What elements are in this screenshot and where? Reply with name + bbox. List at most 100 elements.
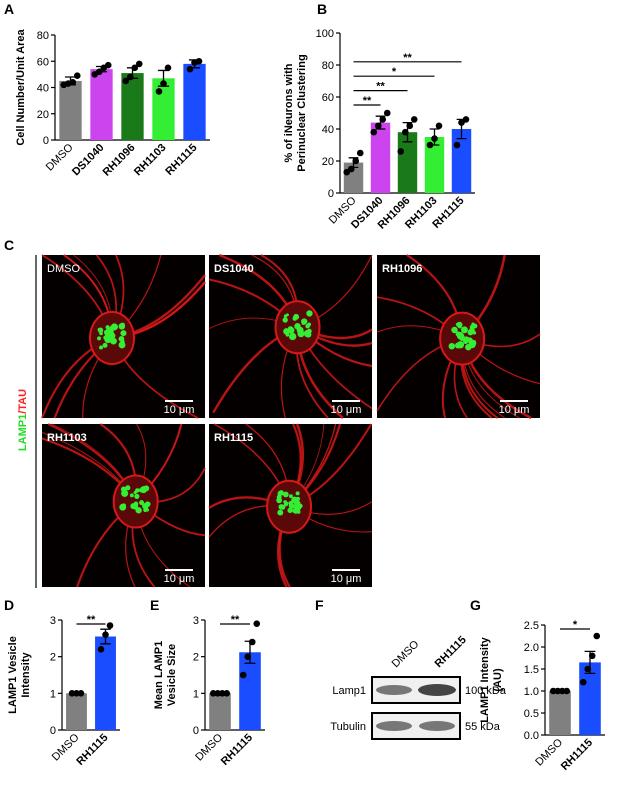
data-point	[195, 57, 203, 65]
y-tick-label: 2.5	[524, 620, 539, 632]
lamp1-puncta	[451, 326, 458, 334]
scale-bar-label: 10 μm	[164, 404, 195, 416]
y-axis-label: LAMP1 Intensity	[479, 636, 491, 722]
lane-label: DMSO	[390, 638, 422, 670]
bar	[59, 80, 82, 140]
lamp1-puncta	[143, 507, 148, 513]
bar	[549, 691, 571, 735]
bar	[424, 137, 445, 193]
data-point	[397, 148, 405, 155]
data-point	[239, 671, 247, 679]
lamp1-puncta	[110, 323, 118, 331]
data-point	[244, 653, 252, 660]
lamp1-puncta	[458, 331, 463, 336]
band	[376, 685, 412, 695]
x-tick-label: RH1115	[219, 732, 255, 768]
data-point	[588, 652, 596, 660]
significance-label: *	[573, 619, 578, 631]
lamp1-puncta	[306, 310, 313, 317]
lamp1-puncta	[104, 329, 111, 337]
y-tick-label: 80	[37, 30, 49, 42]
micrograph-label: RH1103	[47, 432, 87, 444]
data-point	[406, 122, 414, 130]
data-point	[563, 687, 571, 695]
y-tick-label: 100	[316, 28, 334, 40]
soma	[112, 474, 159, 529]
data-point	[248, 638, 256, 646]
y-tick-label: 0	[193, 725, 199, 737]
y-tick-label: 0	[328, 188, 334, 200]
y-tick-label: 0.5	[524, 708, 539, 720]
micrograph-label: RH1115	[214, 432, 253, 444]
y-axis-label: LAMP1 Vesicle	[7, 636, 19, 714]
stain-lamp1: LAMP1	[17, 414, 29, 451]
significance-label: **	[231, 614, 240, 626]
scale-bar-label: 10 μm	[164, 573, 195, 585]
data-point	[95, 68, 103, 76]
lamp1-puncta	[467, 329, 474, 336]
bar	[90, 69, 113, 140]
data-point	[410, 116, 418, 123]
y-tick-label: 1.0	[524, 686, 539, 698]
lamp1-puncta	[99, 331, 103, 336]
lamp1-puncta	[137, 488, 141, 492]
lamp1-puncta	[124, 487, 128, 491]
lamp1-puncta	[462, 338, 469, 344]
data-point	[106, 622, 114, 629]
lamp1-puncta	[118, 322, 126, 330]
data-point	[370, 128, 378, 136]
lamp1-puncta	[293, 313, 300, 320]
data-point	[126, 73, 134, 81]
data-point	[253, 620, 261, 627]
y-tick-label: 0	[43, 135, 49, 147]
bar	[66, 693, 87, 730]
lamp1-puncta	[293, 508, 299, 514]
bar	[152, 78, 175, 140]
y-axis-label: Cell Number/Unit Area	[15, 28, 27, 145]
lamp1-puncta	[144, 501, 151, 507]
panel-letter: C	[4, 237, 14, 253]
lamp1-puncta	[456, 321, 463, 328]
lamp1-puncta	[295, 491, 300, 496]
lamp1-puncta	[283, 328, 290, 335]
y-tick-label: 2.0	[524, 642, 539, 654]
panel-letter: D	[4, 597, 14, 613]
lamp1-puncta	[288, 332, 297, 341]
data-point	[164, 64, 172, 72]
y-tick-label: 20	[37, 109, 49, 121]
lamp1-puncta	[99, 345, 104, 350]
lamp1-puncta	[97, 327, 101, 332]
data-point	[160, 80, 167, 87]
lamp1-puncta	[278, 504, 285, 510]
lamp1-puncta	[120, 330, 127, 337]
y-tick-label: 3	[50, 615, 56, 627]
band	[418, 684, 456, 696]
data-point	[374, 122, 382, 130]
data-point	[356, 149, 364, 157]
x-tick-label: RH1103	[132, 142, 169, 179]
y-axis-label: % of iNeurons with	[283, 63, 295, 162]
lamp1-puncta	[296, 326, 304, 334]
y-tick-label: 1.5	[524, 664, 539, 676]
lamp1-puncta	[109, 332, 116, 339]
panel-letter: B	[317, 1, 327, 17]
lamp1-puncta	[133, 501, 139, 507]
y-tick-label: 0	[50, 725, 56, 737]
data-point	[584, 665, 592, 673]
bar	[370, 122, 391, 193]
x-tick-label: RH1096	[101, 142, 138, 179]
row-label: Tubulin	[330, 721, 366, 733]
lamp1-puncta	[307, 322, 312, 327]
significance-label: *	[392, 66, 397, 78]
stain-tau: /TAU	[17, 389, 29, 414]
row-label: Lamp1	[332, 685, 366, 697]
data-point	[453, 141, 461, 149]
data-point	[131, 64, 139, 72]
y-tick-label: 2	[193, 652, 199, 664]
lamp1-puncta	[102, 342, 108, 348]
bar	[121, 73, 144, 140]
micrograph-label: DS1040	[214, 263, 254, 275]
scale-bar-label: 10 μm	[331, 404, 362, 416]
lamp1-puncta	[110, 337, 117, 345]
